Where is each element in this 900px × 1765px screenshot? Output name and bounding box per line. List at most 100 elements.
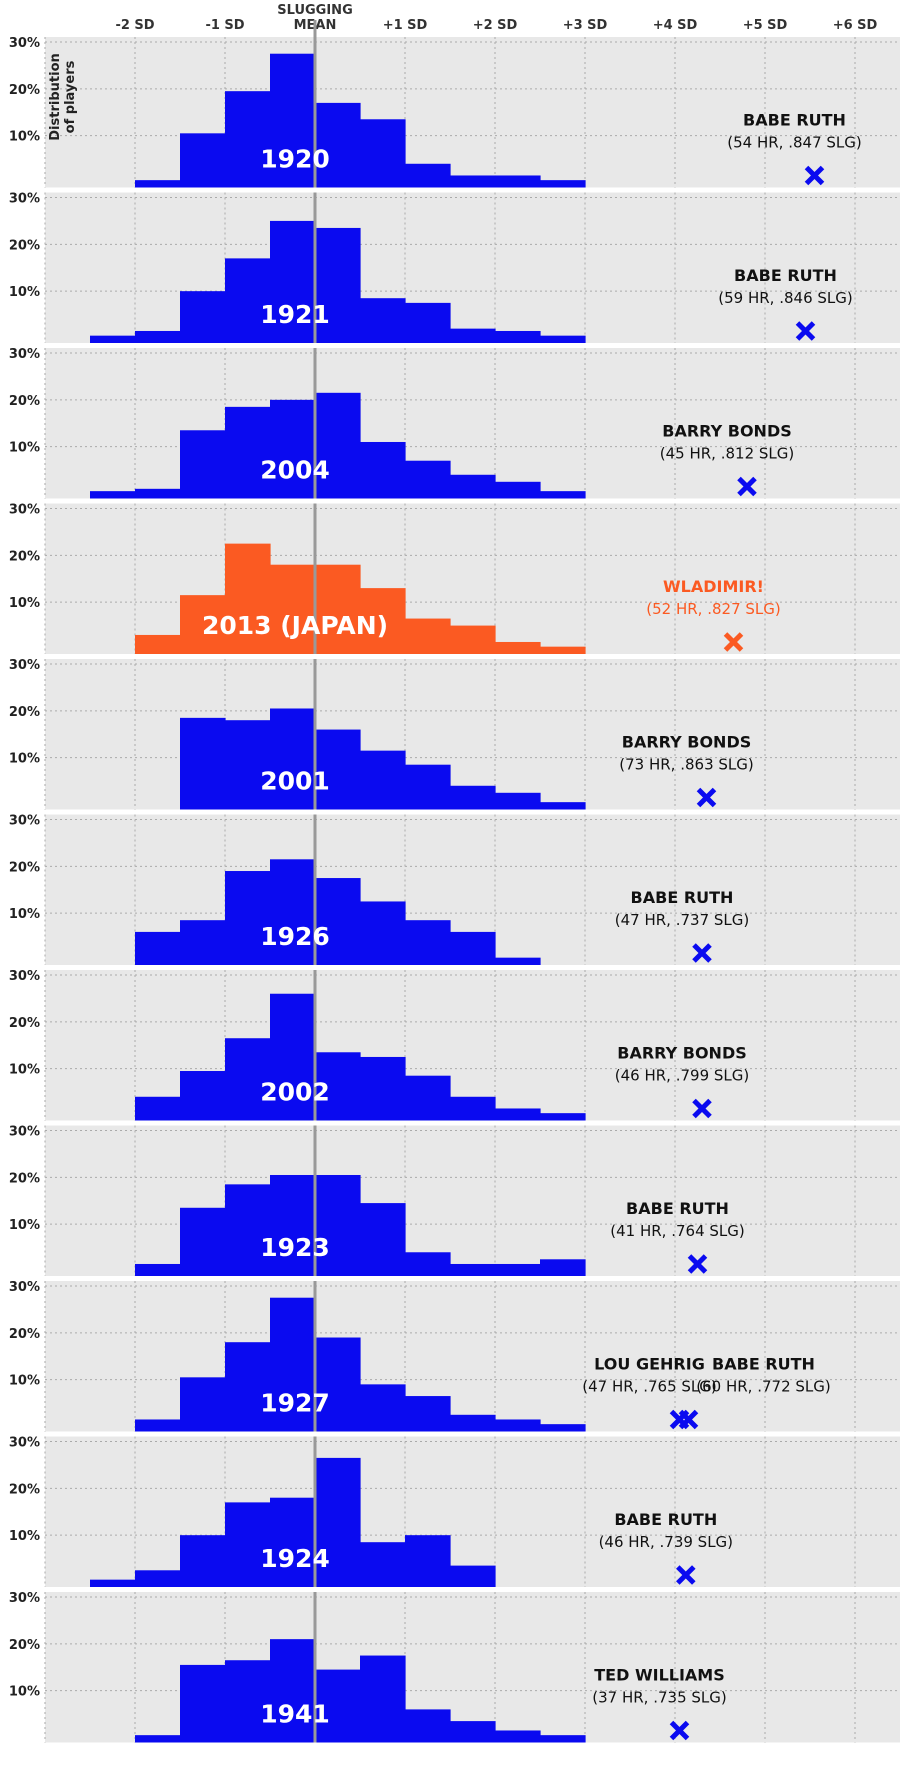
histogram-bar bbox=[450, 1096, 496, 1121]
histogram-bar bbox=[450, 1414, 496, 1432]
histogram-bar bbox=[315, 1669, 361, 1743]
histogram-bar bbox=[495, 1730, 541, 1743]
histogram-bar bbox=[270, 1639, 316, 1743]
panel-background bbox=[45, 1436, 900, 1587]
histogram-bar bbox=[495, 481, 541, 499]
histogram-bar bbox=[540, 802, 586, 810]
player-name-label: BARRY BONDS bbox=[622, 733, 752, 752]
histogram-bar bbox=[225, 258, 271, 343]
y-tick-label: 30% bbox=[9, 814, 40, 829]
histogram-bar bbox=[270, 708, 316, 810]
y-tick-label: 20% bbox=[9, 83, 40, 98]
histogram-bar bbox=[315, 1052, 361, 1121]
player-stats-label: (60 HR, .772 SLG) bbox=[696, 1378, 830, 1396]
y-tick-label: 30% bbox=[9, 969, 40, 984]
y-tick-label: 30% bbox=[9, 1436, 40, 1451]
histogram-bar bbox=[495, 1419, 541, 1432]
y-tick-label: 20% bbox=[9, 238, 40, 253]
player-name-label: LOU GEHRIG bbox=[594, 1355, 705, 1374]
histogram-bar bbox=[360, 298, 406, 343]
histogram-bar bbox=[135, 1735, 181, 1743]
y-tick-label: 30% bbox=[9, 1280, 40, 1295]
panel-2002: 30% 20% 10% 2002 BARRY BONDS (46 HR, .799 SLG… bbox=[9, 969, 900, 1121]
panel-1927: 30% 20% 10% 1927 LOU GEHRIG (47 HR, .765 SLG)… bbox=[9, 1280, 900, 1432]
player-stats-label: (46 HR, .739 SLG) bbox=[599, 1533, 733, 1551]
histogram-bar bbox=[90, 491, 136, 499]
histogram-bar bbox=[270, 564, 316, 654]
histogram-bar bbox=[360, 441, 406, 499]
y-tick-label: 10% bbox=[9, 1063, 40, 1078]
histogram-bar bbox=[270, 399, 316, 499]
player-stats-label: (46 HR, .799 SLG) bbox=[615, 1067, 749, 1085]
player-marker bbox=[678, 1409, 699, 1430]
y-tick-label: 30% bbox=[9, 1591, 40, 1606]
histogram-bar bbox=[540, 180, 586, 188]
x-tick-label: -1 SD bbox=[205, 18, 244, 33]
histogram-bar bbox=[405, 1396, 451, 1432]
histogram-bar bbox=[225, 1502, 271, 1587]
histogram-bar bbox=[135, 1570, 181, 1587]
y-tick-label: 10% bbox=[9, 441, 40, 456]
histogram-bar bbox=[405, 920, 451, 965]
histogram-bar bbox=[225, 1342, 271, 1432]
histogram-bar bbox=[495, 1263, 541, 1276]
histogram-bar bbox=[135, 1263, 181, 1276]
player-marker bbox=[687, 1254, 708, 1274]
histogram-bar bbox=[495, 957, 541, 965]
panel-year-label: 2001 bbox=[260, 767, 330, 796]
histogram-bar bbox=[540, 1735, 586, 1743]
panel-2013-japan-: 30% 20% 10% 2013 (JAPAN) WLADIMIR! (52 HR, .8… bbox=[9, 503, 900, 654]
histogram-bar bbox=[90, 335, 136, 343]
histogram-bar bbox=[405, 1252, 451, 1276]
panel-year-label: 2013 (JAPAN) bbox=[202, 611, 388, 640]
histogram-bar bbox=[315, 729, 361, 810]
y-tick-label: 30% bbox=[9, 347, 40, 362]
histogram-bar bbox=[270, 1497, 316, 1587]
histogram-bar bbox=[360, 1056, 406, 1121]
x-tick-label: +4 SD bbox=[653, 18, 698, 33]
histogram-bar bbox=[270, 220, 316, 343]
mean-label: SLUGGING bbox=[277, 3, 352, 18]
histogram-bar bbox=[495, 1108, 541, 1121]
histogram-bar bbox=[495, 641, 541, 654]
histogram-bar bbox=[180, 133, 226, 188]
histogram-bar bbox=[450, 785, 496, 810]
player-name-label: BABE RUTH bbox=[743, 111, 846, 130]
panel-year-label: 1923 bbox=[260, 1233, 330, 1262]
histogram-bar bbox=[270, 53, 316, 188]
histogram-bar bbox=[225, 720, 271, 810]
histogram-bar bbox=[225, 543, 271, 654]
y-tick-label: 10% bbox=[9, 285, 40, 300]
histogram-bar bbox=[540, 1113, 586, 1121]
histogram-bar bbox=[180, 1377, 226, 1432]
player-name-label: TED WILLIAMS bbox=[594, 1666, 724, 1685]
histogram-bar bbox=[315, 1337, 361, 1432]
panel-2004: 30% 20% 10% 2004 BARRY BONDS (45 HR, .812 SLG… bbox=[9, 347, 900, 499]
histogram-bar bbox=[135, 931, 181, 965]
y-tick-label: 30% bbox=[9, 36, 40, 51]
x-tick-label: -2 SD bbox=[115, 18, 154, 33]
panel-1924: 30% 20% 10% 1924 BABE RUTH (46 HR, .739 SLG) bbox=[9, 1436, 900, 1587]
y-tick-label: 30% bbox=[9, 192, 40, 207]
y-axis-title-line: Distribution bbox=[48, 53, 63, 140]
y-axis-title-line: of players bbox=[63, 60, 78, 133]
histogram-bar bbox=[180, 1664, 226, 1743]
y-tick-label: 20% bbox=[9, 1171, 40, 1186]
histogram-bar bbox=[180, 920, 226, 965]
player-marker bbox=[795, 321, 816, 341]
histogram-bar bbox=[540, 646, 586, 654]
histogram-bar bbox=[270, 993, 316, 1121]
panel-year-label: 1927 bbox=[260, 1389, 330, 1418]
y-axis-title: Distributionof players bbox=[48, 53, 78, 140]
histogram-bar bbox=[135, 1419, 181, 1432]
y-tick-label: 10% bbox=[9, 130, 40, 145]
panel-year-label: 1920 bbox=[260, 145, 330, 174]
panel-1941: 30% 20% 10% 1941 TED WILLIAMS (37 HR, .735 SL… bbox=[9, 1591, 900, 1743]
histogram-bar bbox=[225, 91, 271, 188]
y-tick-label: 20% bbox=[9, 705, 40, 720]
histogram-bar bbox=[315, 102, 361, 188]
player-name-label: BABE RUTH bbox=[631, 888, 734, 907]
y-tick-label: 30% bbox=[9, 503, 40, 518]
histogram-bar bbox=[270, 859, 316, 965]
